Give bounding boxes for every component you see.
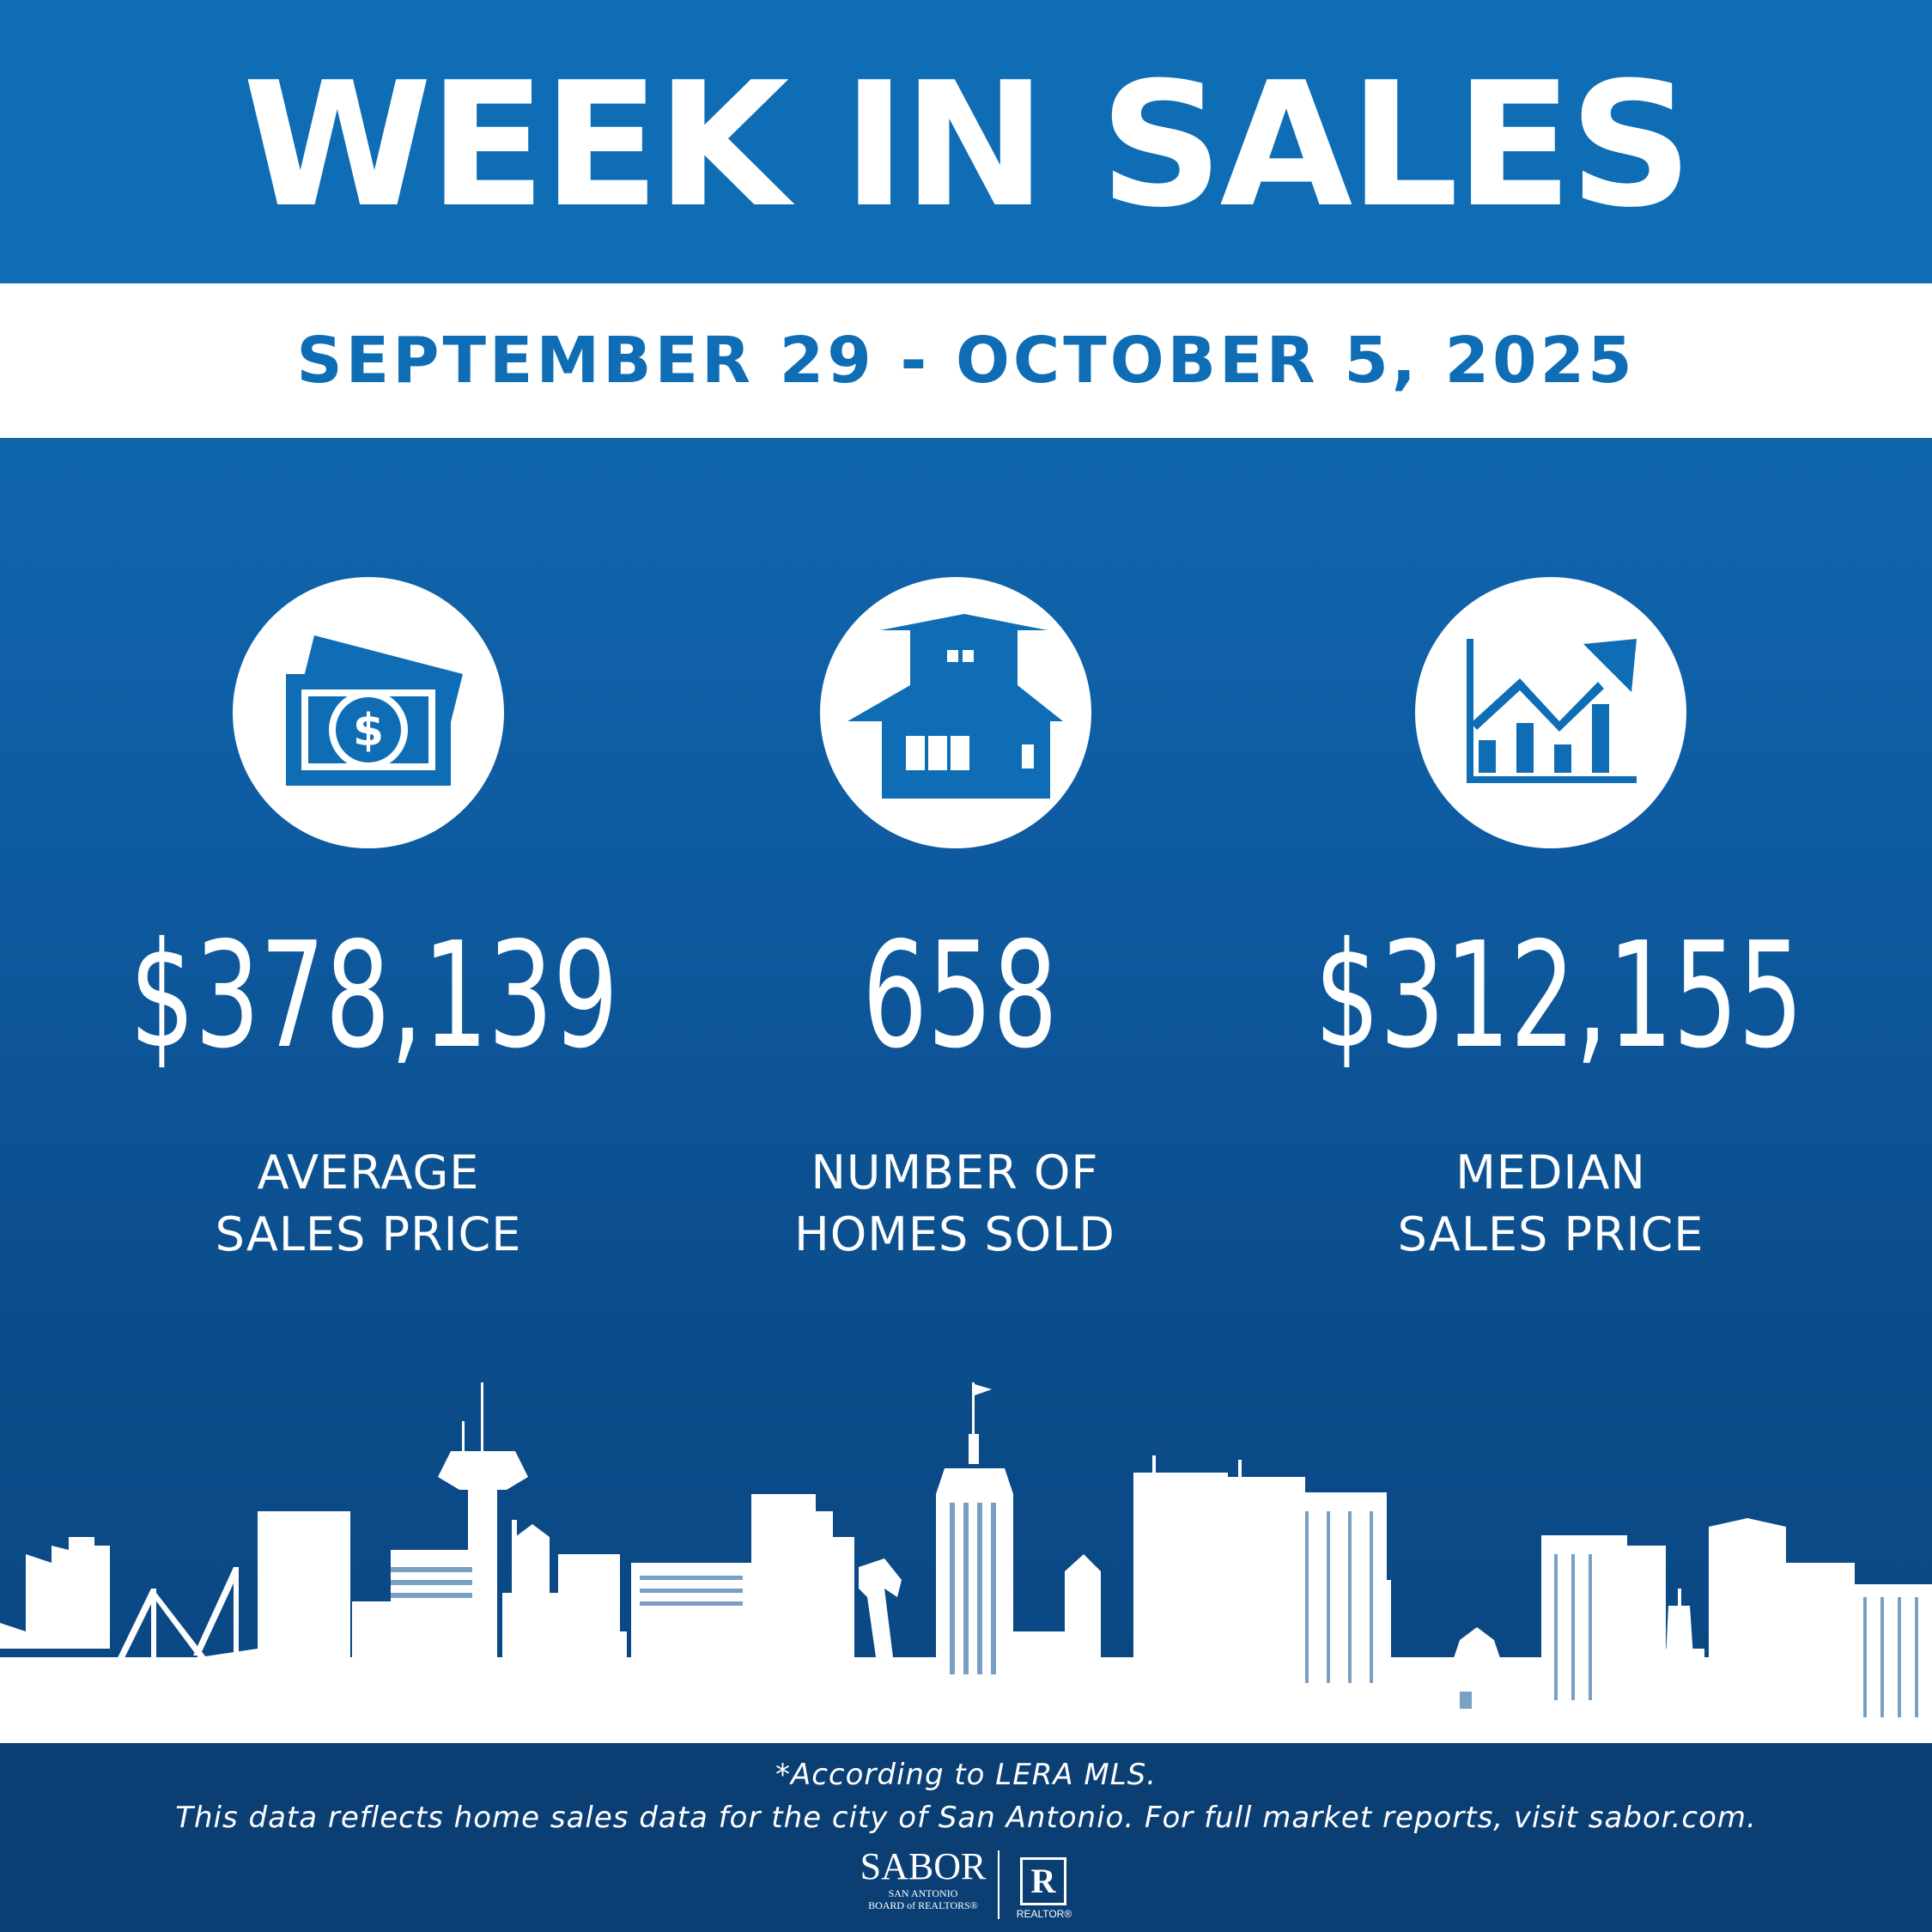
average-sales-price-label: AVERAGE SALES PRICE	[111, 1142, 626, 1266]
title-band	[0, 0, 1932, 283]
homes-sold-value: 658	[862, 911, 1058, 1081]
footnote-disclaimer: This data reflects home sales data for t…	[175, 1801, 1757, 1835]
sabor-logo-sub2: BOARD of REALTORS®	[868, 1899, 978, 1911]
logo-divider	[998, 1850, 999, 1919]
label-line: AVERAGE	[257, 1145, 480, 1200]
page-title: WEEK IN SALES	[242, 46, 1693, 246]
homes-sold-label: NUMBER OF HOMES SOLD	[697, 1142, 1212, 1266]
date-band	[0, 283, 1932, 438]
average-sales-price-value: $378,139	[130, 911, 619, 1081]
median-sales-price-label: MEDIAN SALES PRICE	[1293, 1142, 1808, 1266]
svg-text:$: $	[353, 705, 384, 756]
label-line: SALES PRICE	[215, 1207, 522, 1261]
footnote-source: *According to LERA MLS.	[775, 1758, 1157, 1792]
label-line: NUMBER OF	[811, 1145, 1099, 1200]
house-icon	[820, 577, 1091, 848]
sabor-logo-word: SABOR	[860, 1845, 987, 1887]
money-icon: $	[233, 577, 504, 848]
footer-band	[0, 1743, 1932, 1932]
sabor-logo: SABOR SAN ANTONIO BOARD of REALTORS®	[859, 1846, 987, 1923]
realtor-logo-label: REALTOR®	[1016, 1908, 1072, 1920]
growth-chart-icon	[1415, 577, 1686, 848]
date-range: SEPTEMBER 29 - OCTOBER 5, 2025	[296, 324, 1636, 398]
median-sales-price-value: $312,155	[1315, 911, 1804, 1081]
label-line: MEDIAN	[1455, 1145, 1646, 1200]
city-skyline-illustration	[0, 1382, 1932, 1743]
realtor-logo-icon: R	[1020, 1857, 1066, 1905]
label-line: HOMES SOLD	[794, 1207, 1115, 1261]
sabor-logo-sub1: SAN ANTONIO	[888, 1887, 958, 1899]
label-line: SALES PRICE	[1397, 1207, 1704, 1261]
